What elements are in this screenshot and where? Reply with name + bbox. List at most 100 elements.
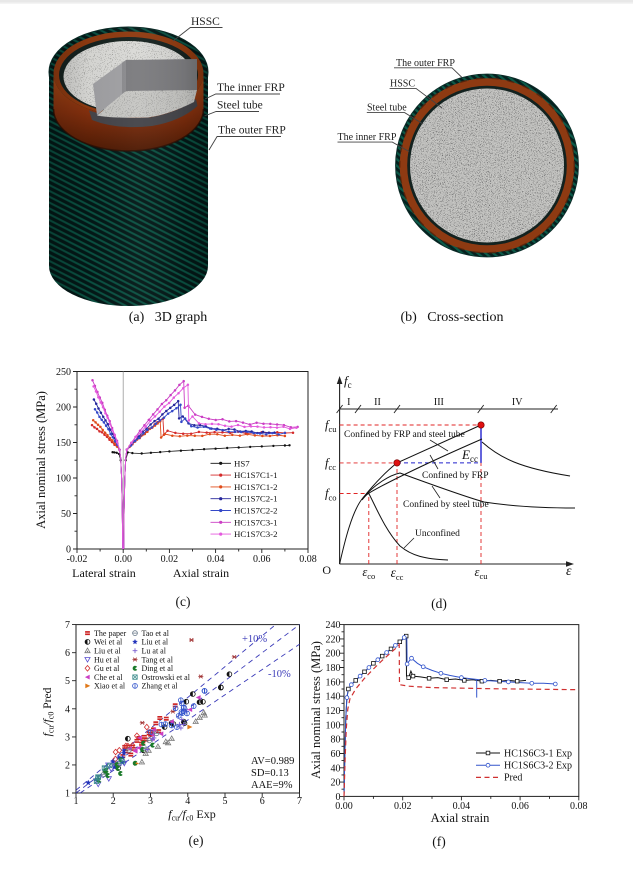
svg-text:Lu at al: Lu at al <box>142 647 167 656</box>
svg-text:Axial strain: Axial strain <box>431 811 490 825</box>
svg-text:40: 40 <box>331 763 341 774</box>
svg-text:250: 250 <box>56 367 71 378</box>
svg-text:0.08: 0.08 <box>570 801 588 812</box>
svg-text:5: 5 <box>65 676 70 687</box>
svg-text:4: 4 <box>65 704 70 715</box>
svg-text:IV: IV <box>512 397 523 408</box>
svg-text:The outer FRP: The outer FRP <box>218 125 286 137</box>
svg-text:Hu et al: Hu et al <box>94 655 120 664</box>
svg-text:-10%: -10% <box>268 669 291 680</box>
svg-text:Wei et al: Wei et al <box>94 638 123 647</box>
svg-text:fco: fco <box>325 487 337 503</box>
svg-text:HS7: HS7 <box>234 458 250 468</box>
svg-text:Liu et al: Liu et al <box>94 647 121 656</box>
svg-text:6: 6 <box>65 648 70 659</box>
svg-text:80: 80 <box>331 735 341 746</box>
svg-text:0.02: 0.02 <box>161 554 179 565</box>
svg-text:Confined by steel tube: Confined by steel tube <box>403 499 489 510</box>
svg-text:0.02: 0.02 <box>394 801 412 812</box>
svg-text:HC1S6C3-1 Exp: HC1S6C3-1 Exp <box>504 748 572 759</box>
svg-text:3: 3 <box>148 796 153 807</box>
svg-text:Axial nominal stress (MPa): Axial nominal stress (MPa) <box>309 641 323 779</box>
svg-text:50: 50 <box>61 509 71 520</box>
svg-text:Steel tube: Steel tube <box>217 100 263 112</box>
svg-text:Che et al: Che et al <box>94 673 123 682</box>
svg-text:Liu et al: Liu et al <box>142 638 169 647</box>
svg-text:0: 0 <box>66 545 71 556</box>
svg-text:HSSC: HSSC <box>191 16 220 28</box>
svg-text:100: 100 <box>56 474 71 485</box>
svg-text:2: 2 <box>65 760 70 771</box>
svg-text:20: 20 <box>331 778 341 789</box>
svg-text:0.00: 0.00 <box>335 801 353 812</box>
svg-text:HC1S7C3-1: HC1S7C3-1 <box>234 517 278 527</box>
svg-text:4: 4 <box>185 796 190 807</box>
svg-text:SD=0.13: SD=0.13 <box>251 768 289 779</box>
svg-text:0: 0 <box>336 792 341 803</box>
svg-text:(a) 3D graph: (a) 3D graph <box>129 310 208 325</box>
svg-text:Ecc: Ecc <box>461 447 478 464</box>
svg-text:1: 1 <box>65 789 70 800</box>
svg-text:Xiao et al: Xiao et al <box>94 682 126 691</box>
svg-text:Pred: Pred <box>504 773 522 784</box>
svg-text:HC1S7C1-1: HC1S7C1-1 <box>234 470 278 480</box>
svg-text:HC1S7C3-2: HC1S7C3-2 <box>234 529 278 539</box>
svg-text:Tao et al: Tao et al <box>142 629 170 638</box>
svg-text:fc: fc <box>344 373 352 390</box>
svg-text:0.04: 0.04 <box>453 801 471 812</box>
svg-text:2: 2 <box>111 796 116 807</box>
svg-text:0.04: 0.04 <box>207 554 225 565</box>
svg-text:200: 200 <box>56 403 71 414</box>
svg-text:3: 3 <box>65 732 70 743</box>
svg-text:Ding et al: Ding et al <box>142 664 174 673</box>
svg-text:7: 7 <box>65 620 70 631</box>
svg-text:Unconfined: Unconfined <box>415 528 460 539</box>
svg-text:II: II <box>374 397 381 408</box>
svg-text:(b) Cross-section: (b) Cross-section <box>400 310 503 325</box>
svg-text:fcc: fcc <box>325 456 336 472</box>
svg-text:The outer FRP: The outer FRP <box>396 58 455 69</box>
svg-text:6: 6 <box>260 796 265 807</box>
svg-text:160: 160 <box>326 677 341 688</box>
svg-text:AAE=9%: AAE=9% <box>251 780 293 791</box>
svg-text:HC1S7C1-2: HC1S7C1-2 <box>234 482 278 492</box>
svg-text:+10%: +10% <box>242 634 267 645</box>
svg-text:HC1S7C2-2: HC1S7C2-2 <box>234 506 278 516</box>
svg-text:240: 240 <box>326 620 341 631</box>
svg-text:0.08: 0.08 <box>299 554 317 565</box>
svg-text:fcu/fc0 Exp: fcu/fc0 Exp <box>168 807 215 823</box>
svg-text:εcu: εcu <box>475 565 489 581</box>
svg-text:0.00: 0.00 <box>114 554 132 565</box>
svg-text:HC1S7C2-1: HC1S7C2-1 <box>234 494 278 504</box>
svg-text:fcu/fc0 Pred: fcu/fc0 Pred <box>42 687 56 736</box>
svg-text:Zhang et al: Zhang et al <box>142 682 179 691</box>
svg-text:Gu et al: Gu et al <box>94 664 120 673</box>
svg-text:III: III <box>434 397 444 408</box>
svg-text:HC1S6C3-2 Exp: HC1S6C3-2 Exp <box>504 761 572 772</box>
svg-text:(c): (c) <box>176 594 191 609</box>
svg-text:εcc: εcc <box>391 565 404 582</box>
svg-text:5: 5 <box>223 796 228 807</box>
svg-text:ε: ε <box>566 564 572 579</box>
svg-text:The inner FRP: The inner FRP <box>217 82 285 94</box>
svg-text:Axial nominal stress (MPa): Axial nominal stress (MPa) <box>34 391 48 529</box>
svg-text:fcu: fcu <box>325 418 337 434</box>
svg-text:(f): (f) <box>432 834 446 849</box>
svg-text:Axial strain: Axial strain <box>173 566 229 580</box>
svg-text:60: 60 <box>331 749 341 760</box>
svg-text:Ostrowski et al: Ostrowski et al <box>142 673 191 682</box>
svg-text:150: 150 <box>56 438 71 449</box>
svg-text:(d): (d) <box>431 596 447 611</box>
svg-text:HSSC: HSSC <box>390 79 415 90</box>
svg-text:7: 7 <box>297 796 302 807</box>
svg-text:220: 220 <box>326 634 341 645</box>
svg-text:Confined by FRP and steel tube: Confined by FRP and steel tube <box>344 429 465 440</box>
svg-text:Lateral strain: Lateral strain <box>72 566 136 580</box>
svg-text:Tang et al: Tang et al <box>142 655 174 664</box>
svg-text:0.06: 0.06 <box>253 554 271 565</box>
svg-text:200: 200 <box>326 649 341 660</box>
svg-text:120: 120 <box>326 706 341 717</box>
svg-text:I: I <box>347 397 350 408</box>
svg-text:1: 1 <box>74 796 79 807</box>
svg-text:O: O <box>322 563 331 577</box>
